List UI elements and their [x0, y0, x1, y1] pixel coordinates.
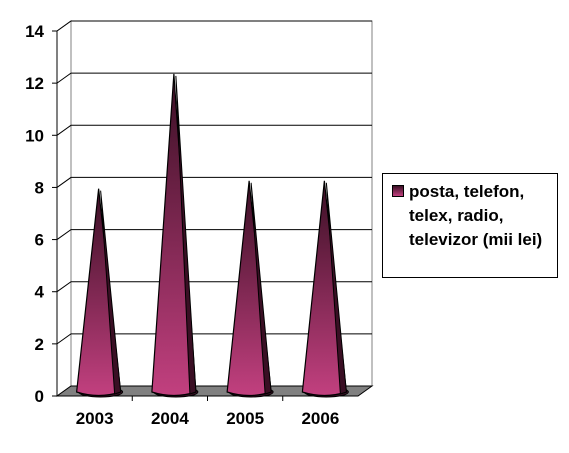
cone-shade	[325, 182, 347, 395]
x-tick-label: 2004	[151, 409, 189, 428]
cone-series	[75, 73, 349, 398]
x-tick-label: 2003	[76, 409, 114, 428]
cone-bar-2005	[226, 180, 274, 398]
gridline	[56, 124, 372, 136]
gridline	[56, 333, 372, 345]
y-tick-label: 10	[25, 126, 44, 145]
cone-bar-2003	[75, 188, 124, 398]
side-wall-plane	[56, 20, 72, 397]
gridline	[56, 72, 372, 84]
x-tick-label: 2005	[226, 409, 264, 428]
y-tick-label: 8	[35, 178, 44, 197]
x-tick-label: 2006	[301, 409, 339, 428]
y-tick-label: 6	[35, 231, 44, 250]
gridlines	[56, 20, 372, 396]
y-tick-label: 4	[35, 283, 45, 302]
legend: posta, telefon, telex, radio, televizor …	[382, 173, 558, 278]
gridline	[56, 281, 372, 293]
x-axis-tick-labels: 2003 2004 2005 2006	[76, 396, 339, 428]
cone-bar-2004	[151, 73, 199, 398]
legend-swatch	[392, 185, 404, 197]
gridline	[56, 229, 372, 240]
cone-shade	[175, 75, 197, 395]
cone-bar-2006	[301, 180, 349, 398]
cone-shade	[250, 182, 272, 395]
cone-shade	[100, 190, 122, 395]
gridline	[56, 20, 372, 32]
y-tick-label: 12	[25, 74, 44, 93]
y-axis-tick-labels: 0 2 4 6 8 10 12 14	[25, 22, 57, 406]
y-tick-label: 14	[25, 22, 44, 41]
y-tick-label: 0	[35, 387, 44, 406]
legend-label: posta, telefon, telex, radio, televizor …	[409, 182, 543, 249]
gridline	[56, 176, 372, 188]
y-tick-label: 2	[35, 335, 44, 354]
